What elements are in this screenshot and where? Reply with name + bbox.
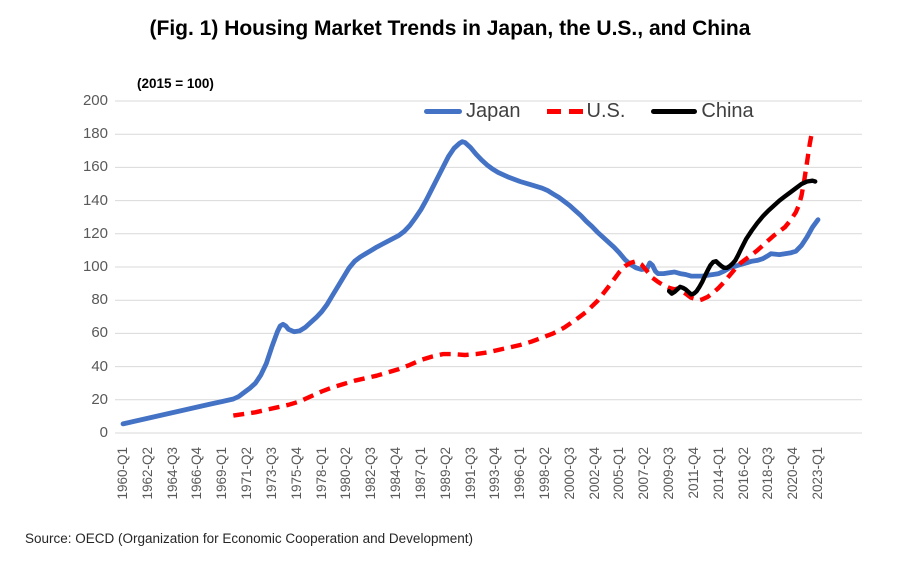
x-axis-tick-label: 2000-Q3	[561, 447, 577, 500]
x-axis-tick-label: 2002-Q4	[586, 447, 602, 500]
legend-item-china: China	[651, 100, 754, 123]
index-base-note: (2015 = 100)	[137, 76, 214, 91]
legend-item-us: U.S.	[546, 100, 626, 123]
y-axis-tick-label: 40	[91, 357, 108, 375]
y-axis-tick-label: 60	[91, 324, 108, 342]
legend-line-sample-china	[651, 109, 698, 114]
x-axis-tick-label: 1966-Q4	[189, 447, 205, 500]
y-axis-tick-label: 20	[91, 390, 108, 408]
us-line	[232, 128, 815, 418]
china-line	[666, 178, 818, 297]
x-axis-tick-label: 2011-Q4	[685, 447, 701, 499]
legend-line-sample-us	[546, 109, 583, 114]
x-axis-tick-label: 1960-Q1	[115, 447, 130, 500]
x-axis-tick-label: 1998-Q2	[536, 447, 552, 500]
x-axis-tick-label: 1987-Q1	[412, 447, 428, 500]
y-axis-tick-label: 120	[82, 224, 108, 242]
x-axis-tick-label: 2009-Q3	[661, 447, 677, 500]
x-axis-tick-label: 1991-Q3	[462, 447, 478, 500]
legend-label: China	[701, 100, 754, 122]
x-axis-tick-label: 2023-Q1	[810, 447, 825, 500]
japan-line	[120, 139, 821, 427]
x-axis-tick-label: 2005-Q1	[611, 447, 627, 500]
x-axis-tick-label: 1962-Q2	[139, 447, 155, 500]
x-axis-tick-label: 1971-Q2	[239, 447, 255, 500]
chart-legend: Japan U.S. China	[424, 100, 754, 123]
x-axis-tick-label: 2014-Q1	[710, 447, 726, 500]
x-axis-tick-label: 2007-Q2	[636, 447, 652, 500]
x-axis-tick-label: 1978-Q1	[313, 447, 329, 500]
y-axis-tick-label: 100	[82, 258, 108, 275]
y-axis-tick-label: 0	[99, 424, 108, 441]
x-axis-tick-label: 1964-Q3	[164, 447, 180, 500]
source-note: Source: OECD (Organization for Economic …	[25, 531, 473, 546]
x-axis-tick-label: 2020-Q4	[785, 447, 801, 500]
x-axis-tick-label: 1989-Q2	[437, 447, 453, 500]
chart-title: (Fig. 1) Housing Market Trends in Japan,…	[149, 17, 751, 40]
legend-label: U.S.	[586, 100, 626, 122]
legend-item-japan: Japan	[424, 100, 521, 123]
x-axis-tick-label: 1973-Q3	[263, 447, 279, 500]
x-axis-tick-label: 2016-Q2	[735, 447, 751, 500]
x-axis-tick-label: 1969-Q1	[214, 447, 230, 500]
x-axis-tick-label: 1984-Q4	[388, 447, 404, 500]
x-axis-tick-label: 1980-Q2	[338, 447, 354, 500]
x-axis-tick-label: 1993-Q4	[487, 447, 503, 500]
y-axis-tick-label: 200	[82, 92, 108, 109]
y-axis-tick-label: 140	[82, 191, 108, 209]
y-axis-tick-label: 180	[82, 125, 108, 143]
legend-line-sample-japan	[424, 109, 462, 114]
x-axis-tick-label: 1975-Q4	[288, 447, 304, 500]
y-axis-tick-label: 160	[82, 158, 108, 176]
x-axis-tick-label: 1982-Q3	[363, 447, 379, 500]
x-axis-tick-label: 1996-Q1	[512, 447, 528, 500]
y-axis-tick-label: 80	[91, 291, 108, 309]
x-axis-tick-label: 2018-Q3	[760, 447, 776, 500]
legend-label: Japan	[466, 100, 521, 122]
